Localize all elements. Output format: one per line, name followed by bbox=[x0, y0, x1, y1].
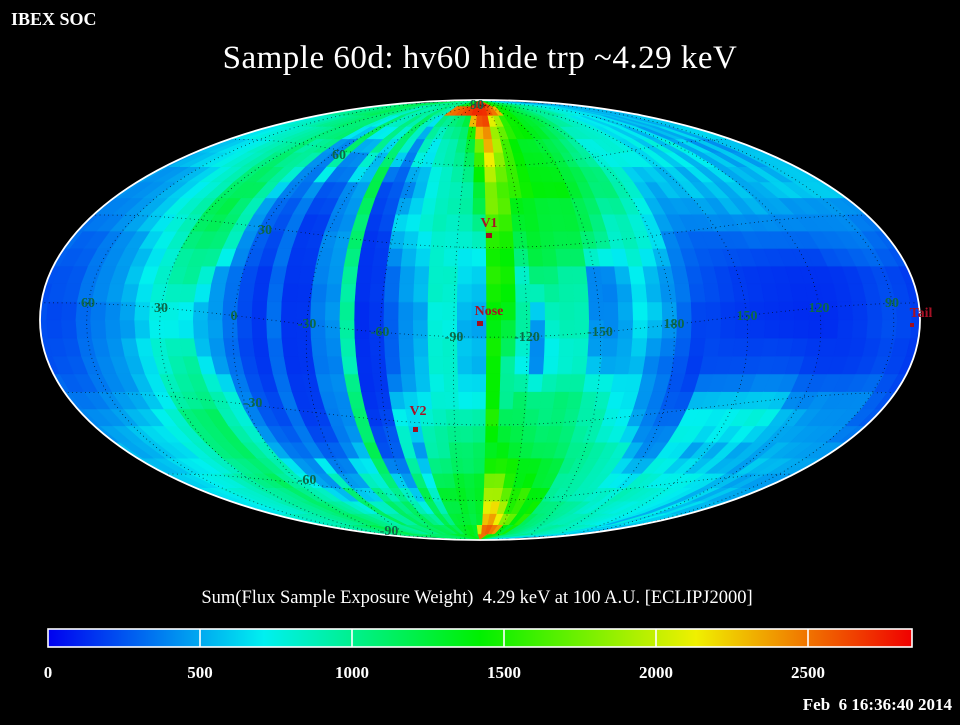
svg-text:90: 90 bbox=[470, 98, 484, 113]
svg-text:Sample 60d: hv60 hide trp ~4.2: Sample 60d: hv60 hide trp ~4.29 keV bbox=[223, 40, 738, 76]
svg-text:180: 180 bbox=[664, 317, 685, 332]
svg-text:V2: V2 bbox=[409, 404, 426, 419]
svg-text:150: 150 bbox=[737, 309, 758, 324]
svg-text:30: 30 bbox=[154, 301, 168, 316]
svg-text:-120: -120 bbox=[514, 330, 540, 345]
svg-text:-150: -150 bbox=[587, 325, 613, 340]
svg-text:-60: -60 bbox=[298, 473, 317, 488]
svg-text:90: 90 bbox=[885, 296, 899, 311]
svg-text:IBEX SOC: IBEX SOC bbox=[11, 9, 97, 29]
svg-text:0: 0 bbox=[231, 309, 238, 324]
svg-text:Tail: Tail bbox=[910, 306, 933, 321]
svg-text:120: 120 bbox=[809, 301, 830, 316]
svg-text:2000: 2000 bbox=[639, 663, 673, 682]
svg-text:Sum(Flux Sample Exposure Weigh: Sum(Flux Sample Exposure Weight) 4.29 ke… bbox=[201, 588, 752, 608]
svg-text:500: 500 bbox=[187, 663, 213, 682]
svg-text:Nose: Nose bbox=[475, 304, 504, 319]
svg-text:-90: -90 bbox=[445, 330, 464, 345]
svg-text:0: 0 bbox=[44, 663, 53, 682]
svg-text:-90: -90 bbox=[380, 524, 399, 539]
svg-text:1500: 1500 bbox=[487, 663, 521, 682]
svg-text:-30: -30 bbox=[244, 396, 263, 411]
svg-text:60: 60 bbox=[81, 296, 95, 311]
svg-text:Feb 6 16:36:40 2014: Feb 6 16:36:40 2014 bbox=[803, 695, 953, 714]
svg-text:1000: 1000 bbox=[335, 663, 369, 682]
svg-text:60: 60 bbox=[332, 148, 346, 163]
svg-text:30: 30 bbox=[258, 223, 272, 238]
svg-text:2500: 2500 bbox=[791, 663, 825, 682]
svg-text:-30: -30 bbox=[298, 317, 317, 332]
svg-text:V1: V1 bbox=[480, 216, 497, 231]
svg-text:-60: -60 bbox=[371, 325, 390, 340]
